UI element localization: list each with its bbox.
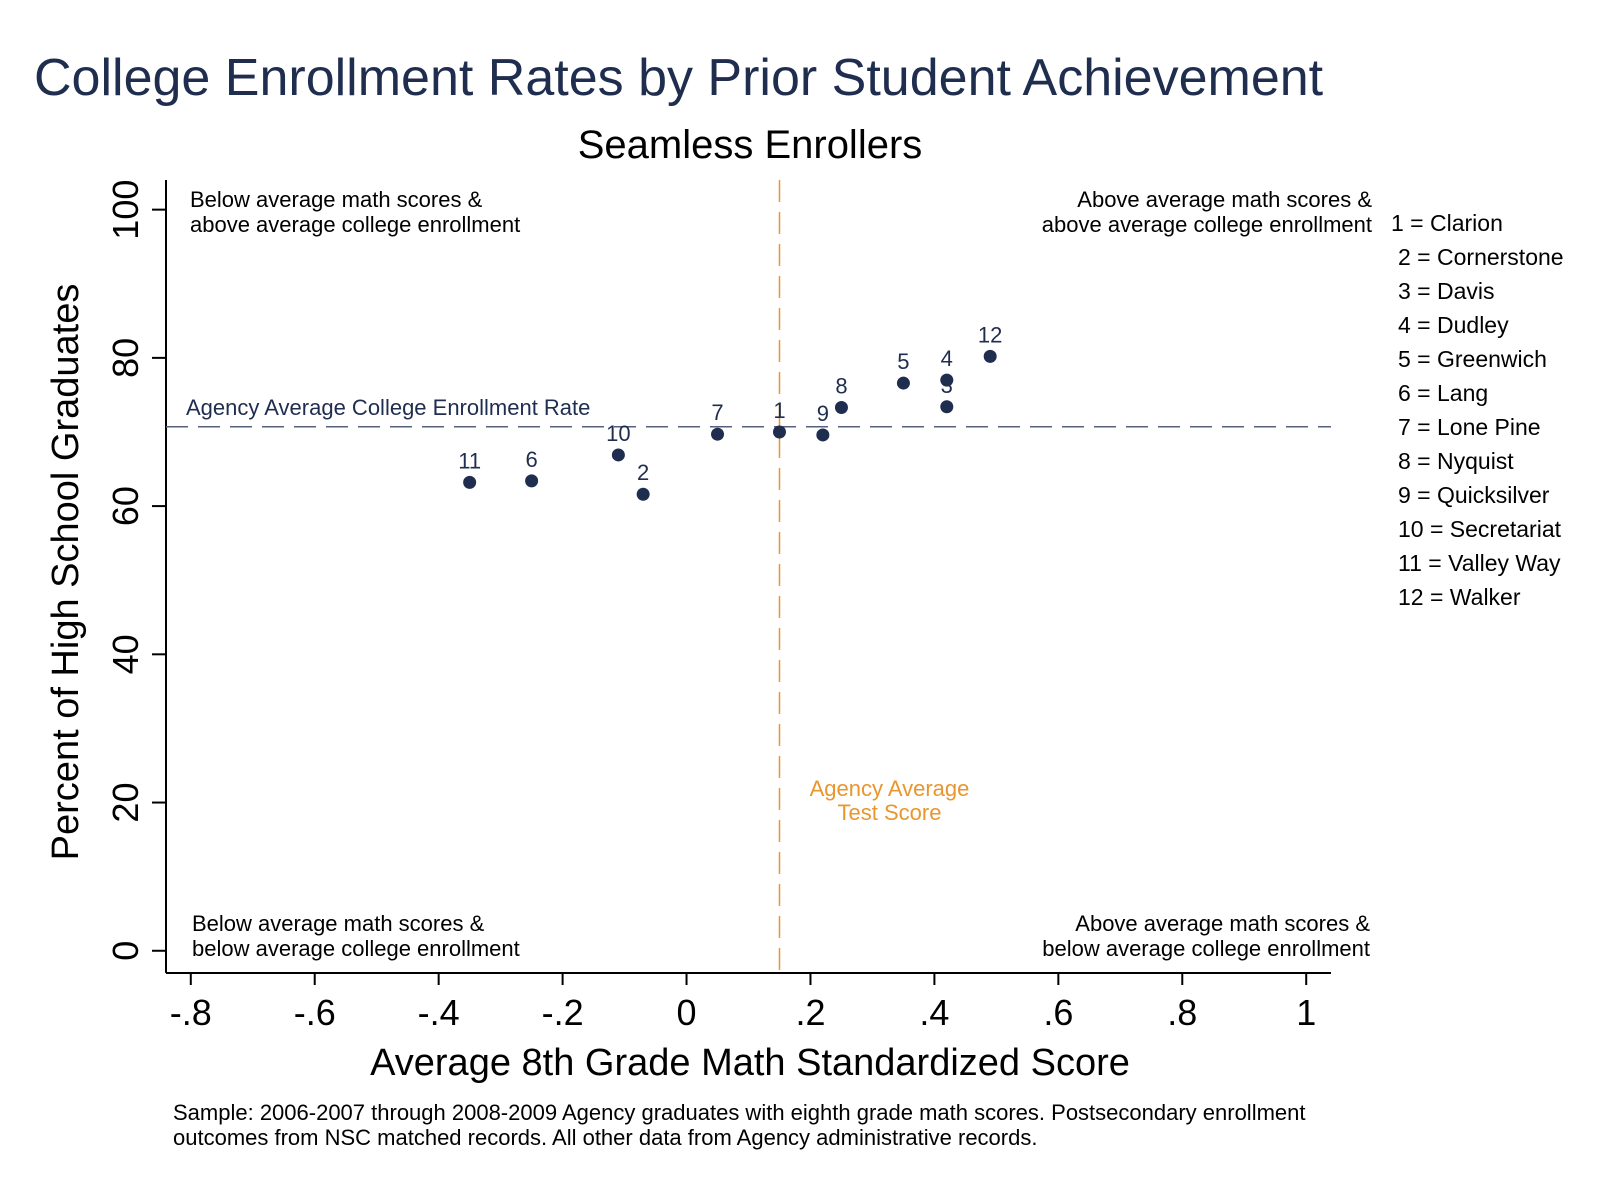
quadrant-label-top-right: above average college enrollment: [1042, 212, 1372, 237]
x-tick-label: -.6: [294, 992, 336, 1033]
quadrant-label-top-left: Below average math scores &: [190, 187, 483, 212]
x-tick-label: -.8: [170, 992, 212, 1033]
y-tick-label: 80: [105, 338, 146, 378]
x-tick-label: 0: [677, 992, 697, 1033]
legend-entry: 4 = Dudley: [1398, 312, 1509, 338]
data-point-label: 8: [835, 374, 847, 399]
data-point: [940, 400, 954, 414]
data-point-label: 11: [458, 448, 481, 473]
data-point-label: 12: [978, 322, 1002, 347]
legend-entry: 1 = Clarion: [1391, 210, 1503, 236]
data-point: [611, 448, 625, 462]
legend-entry: 3 = Davis: [1398, 278, 1495, 304]
y-tick-label: 20: [105, 783, 146, 823]
legend-entry: 2 = Cornerstone: [1398, 244, 1564, 270]
data-point: [711, 427, 725, 441]
data-point-label: 6: [525, 447, 537, 472]
x-axis-title: Average 8th Grade Math Standardized Scor…: [370, 1042, 1130, 1084]
legend-entry: 7 = Lone Pine: [1398, 414, 1541, 440]
data-point: [896, 376, 910, 390]
x-tick-label: .2: [795, 992, 825, 1033]
x-tick-label: .6: [1043, 992, 1073, 1033]
data-point-label: 9: [817, 401, 829, 426]
data-point: [772, 425, 786, 439]
plot-area: -.8 -.6 -.4 -.2 0.2.4.6.8 1020406080100Agency…: [105, 180, 1564, 1033]
quadrant-label-bottom-right: Above average math scores &: [1075, 911, 1370, 936]
data-point-label: 5: [897, 349, 909, 374]
legend-entry: 9 = Quicksilver: [1398, 482, 1550, 508]
legend-entry: 8 = Nyquist: [1398, 448, 1514, 474]
data-point: [525, 474, 539, 488]
x-tick-label: .8: [1167, 992, 1197, 1033]
y-tick-label: 40: [105, 634, 146, 674]
x-tick-label: -.2: [542, 992, 584, 1033]
quadrant-label-top-right: Above average math scores &: [1077, 187, 1372, 212]
quadrant-label-bottom-right: below average college enrollment: [1042, 936, 1370, 961]
data-point-label: 4: [941, 346, 953, 371]
avg-test-score-label: Test Score: [838, 800, 942, 825]
data-point: [983, 349, 997, 363]
chart-title: College Enrollment Rates by Prior Studen…: [34, 49, 1324, 107]
x-tick-label: -.4: [418, 992, 460, 1033]
avg-test-score-label: Agency Average: [810, 776, 970, 801]
data-point-label: 7: [711, 400, 723, 425]
x-tick-label: 1: [1296, 992, 1316, 1033]
data-point: [834, 401, 848, 415]
y-axis-title: Percent of High School Graduates: [45, 284, 87, 861]
legend-entry: 10 = Secretariat: [1398, 516, 1562, 542]
legend-entry: 12 = Walker: [1398, 584, 1521, 610]
data-point: [816, 428, 830, 442]
data-point: [463, 475, 477, 489]
quadrant-label-bottom-left: below average college enrollment: [192, 936, 520, 961]
note-line-2: outcomes from NSC matched records. All o…: [173, 1125, 1037, 1150]
legend-entry: 6 = Lang: [1398, 380, 1488, 406]
legend-entry: 11 = Valley Way: [1398, 550, 1561, 576]
quadrant-label-top-left: above average college enrollment: [190, 212, 520, 237]
y-tick-label: 100: [105, 180, 146, 240]
legend-entry: 5 = Greenwich: [1398, 346, 1547, 372]
chart-subtitle: Seamless Enrollers: [578, 123, 923, 167]
data-point: [636, 487, 650, 501]
data-point-label: 1: [773, 398, 785, 423]
quadrant-label-bottom-left: Below average math scores &: [192, 911, 485, 936]
data-point: [940, 373, 954, 387]
note-line-1: Sample: 2006-2007 through 2008-2009 Agen…: [173, 1100, 1306, 1125]
y-tick-label: 60: [105, 486, 146, 526]
data-point-label: 10: [606, 421, 630, 446]
avg-enrollment-label: Agency Average College Enrollment Rate: [186, 395, 590, 420]
x-tick-label: .4: [919, 992, 949, 1033]
data-point-label: 2: [637, 460, 649, 485]
y-tick-label: 0: [105, 941, 146, 961]
